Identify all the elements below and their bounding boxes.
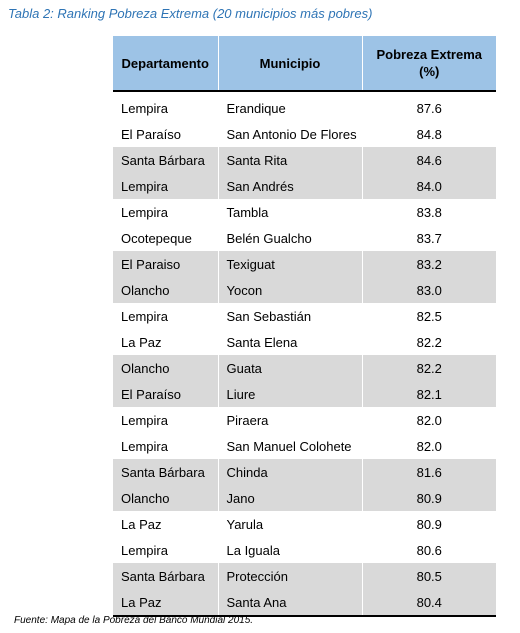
table-body: Lempira Erandique 87.6 El Paraíso San Antoni… [113, 91, 496, 617]
table-row: La Paz Santa Ana 80.4 [113, 589, 496, 617]
departamento-cell: Olancho [113, 355, 219, 381]
table-row: Santa Bárbara Protección 80.5 [113, 563, 496, 589]
municipio-cell: San Andrés [218, 173, 363, 199]
departamento-cell: Lempira [113, 173, 219, 199]
table-row: Santa Bárbara Santa Rita 84.6 [113, 147, 496, 173]
table-row: Santa Bárbara Chinda 81.6 [113, 459, 496, 485]
departamento-cell: Lempira [113, 433, 219, 459]
municipio-cell: Protección [218, 563, 363, 589]
municipio-cell: Jano [218, 485, 363, 511]
departamento-cell: Santa Bárbara [113, 147, 219, 173]
pobreza-cell: 82.0 [416, 412, 442, 428]
pobreza-cell: 82.1 [362, 381, 496, 407]
pobreza-cell: 82.5 [416, 308, 442, 324]
departamento-cell: Santa Bárbara [113, 459, 219, 485]
header-municipio: Municipio [218, 36, 363, 92]
table-header-row: Departamento Municipio Pobreza Extrema (… [113, 36, 496, 92]
pobreza-cell: 84.8 [416, 126, 442, 142]
pobreza-cell: 80.5 [362, 563, 496, 589]
pobreza-cell: 84.0 [362, 173, 496, 199]
table-row: Lempira La Iguala 80.6 [113, 537, 496, 563]
pobreza-cell: 80.6 [416, 542, 442, 558]
pobreza-cell: 82.0 [416, 438, 442, 454]
municipio-cell: San Sebastián [218, 303, 363, 329]
pobreza-cell: 84.6 [362, 147, 496, 173]
municipio-cell: Yarula [218, 511, 363, 537]
municipio-cell: Texiguat [218, 251, 363, 277]
departamento-cell: El Paraiso [113, 251, 219, 277]
header-pobreza-line1: Pobreza Extrema [376, 47, 483, 62]
departamento-cell: Ocotepeque [113, 225, 219, 251]
municipio-cell: San Manuel Colohete [218, 433, 363, 459]
table-row: Lempira San Sebastián 82.5 [113, 303, 496, 329]
table-row: Olancho Yocon 83.0 [113, 277, 496, 303]
pobreza-cell: 83.0 [362, 277, 496, 303]
source-note: Fuente: Mapa de la Pobreza del Banco Mun… [14, 615, 254, 626]
header-pobreza-line2: (%) [419, 64, 440, 79]
departamento-cell: Lempira [113, 537, 219, 563]
table-row: Lempira Tambla 83.8 [113, 199, 496, 225]
header-pobreza-extrema: Pobreza Extrema (%) [362, 36, 496, 92]
table-row: Lempira San Manuel Colohete 82.0 [113, 433, 496, 459]
departamento-cell: Lempira [113, 91, 219, 121]
pobreza-cell: 83.2 [362, 251, 496, 277]
pobreza-cell: 82.2 [362, 355, 496, 381]
municipio-cell: Liure [218, 381, 363, 407]
pobreza-cell: 80.9 [362, 485, 496, 511]
table-row: El Paraiso Texiguat 83.2 [113, 251, 496, 277]
municipio-cell: La Iguala [218, 537, 363, 563]
table-row: La Paz Yarula 80.9 [113, 511, 496, 537]
departamento-cell: El Paraíso [113, 381, 219, 407]
departamento-cell: Santa Bárbara [113, 563, 219, 589]
municipio-cell: Erandique [218, 91, 363, 121]
municipio-cell: Belén Gualcho [218, 225, 363, 251]
departamento-cell: La Paz [113, 589, 219, 617]
departamento-cell: Lempira [113, 407, 219, 433]
departamento-cell: Lempira [113, 303, 219, 329]
table-row: El Paraíso Liure 82.1 [113, 381, 496, 407]
municipio-cell: Chinda [218, 459, 363, 485]
municipio-cell: Santa Rita [218, 147, 363, 173]
municipio-cell: Santa Elena [218, 329, 363, 355]
pobreza-cell: 80.9 [416, 516, 442, 532]
table-row: Olancho Guata 82.2 [113, 355, 496, 381]
municipio-cell: Tambla [218, 199, 363, 225]
table-row: Lempira San Andrés 84.0 [113, 173, 496, 199]
table-caption: Tabla 2: Ranking Pobreza Extrema (20 mun… [8, 6, 373, 21]
table-row: El Paraíso San Antonio De Flores 84.8 [113, 121, 496, 147]
pobreza-cell: 82.2 [416, 334, 442, 350]
poverty-ranking-table-container: Departamento Municipio Pobreza Extrema (… [113, 36, 496, 617]
header-departamento: Departamento [113, 36, 219, 92]
departamento-cell: Olancho [113, 485, 219, 511]
table-row: Ocotepeque Belén Gualcho 83.7 [113, 225, 496, 251]
pobreza-cell: 87.6 [416, 100, 442, 116]
pobreza-cell: 81.6 [362, 459, 496, 485]
departamento-cell: La Paz [113, 511, 219, 537]
municipio-cell: San Antonio De Flores [218, 121, 363, 147]
departamento-cell: Olancho [113, 277, 219, 303]
departamento-cell: La Paz [113, 329, 219, 355]
pobreza-cell: 83.8 [416, 204, 442, 220]
departamento-cell: El Paraíso [113, 121, 219, 147]
pobreza-cell: 80.4 [362, 589, 496, 617]
municipio-cell: Guata [218, 355, 363, 381]
table-row: Olancho Jano 80.9 [113, 485, 496, 511]
departamento-cell: Lempira [113, 199, 219, 225]
table-row: Lempira Piraera 82.0 [113, 407, 496, 433]
table-row: Lempira Erandique 87.6 [113, 91, 496, 121]
municipio-cell: Santa Ana [218, 589, 363, 617]
table-row: La Paz Santa Elena 82.2 [113, 329, 496, 355]
municipio-cell: Piraera [218, 407, 363, 433]
pobreza-cell: 83.7 [416, 230, 442, 246]
municipio-cell: Yocon [218, 277, 363, 303]
poverty-ranking-table: Departamento Municipio Pobreza Extrema (… [113, 36, 496, 617]
